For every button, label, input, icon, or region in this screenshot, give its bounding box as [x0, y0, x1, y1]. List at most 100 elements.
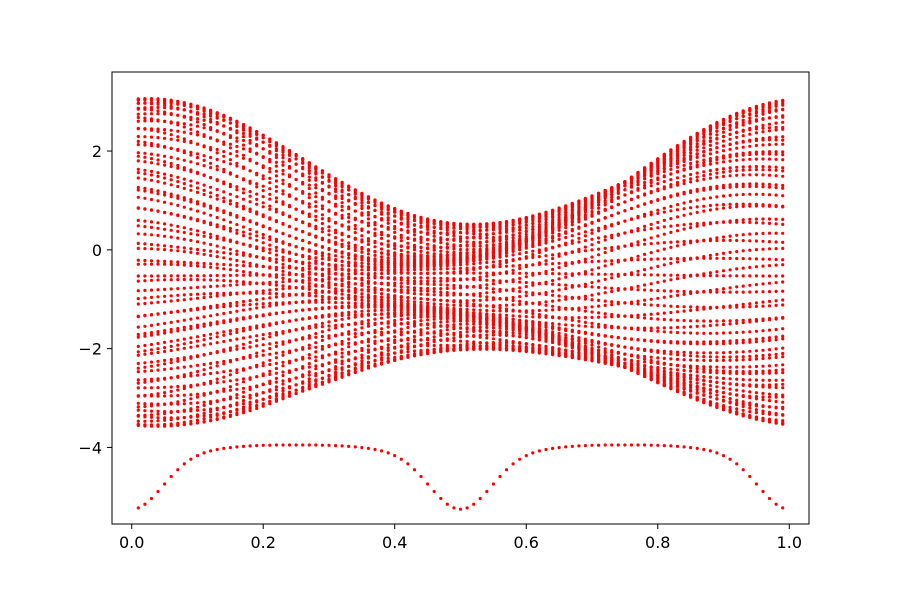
data-point — [182, 226, 186, 230]
data-point — [380, 330, 384, 334]
data-point — [537, 349, 542, 353]
data-point — [531, 321, 535, 325]
data-point — [426, 305, 430, 310]
data-point — [156, 332, 160, 336]
data-point — [412, 292, 417, 296]
data-point — [412, 338, 417, 342]
data-point — [314, 443, 318, 447]
data-point — [590, 248, 594, 252]
data-point — [465, 310, 469, 314]
data-point — [281, 153, 285, 157]
data-point — [478, 496, 482, 501]
data-point — [169, 228, 173, 232]
data-point — [301, 317, 305, 321]
data-point — [597, 211, 601, 215]
data-point — [360, 359, 364, 363]
data-point — [334, 194, 338, 198]
data-point — [439, 249, 443, 253]
data-point — [465, 339, 469, 344]
data-point — [544, 247, 548, 251]
data-point — [347, 330, 351, 334]
data-point — [643, 339, 647, 343]
data-point — [274, 229, 278, 233]
data-point — [373, 339, 377, 343]
data-point — [393, 338, 397, 342]
data-point — [156, 402, 160, 406]
data-point — [241, 377, 246, 381]
data-point — [557, 213, 561, 217]
data-point — [393, 230, 397, 234]
data-point — [524, 315, 528, 319]
data-point — [320, 262, 324, 266]
data-point — [274, 160, 278, 164]
data-point — [222, 150, 226, 154]
data-point — [564, 263, 568, 268]
data-point — [228, 397, 232, 401]
data-point — [564, 208, 568, 212]
data-point — [504, 227, 509, 231]
data-point — [294, 169, 298, 173]
data-point — [373, 295, 377, 299]
data-point — [268, 192, 272, 196]
data-point — [380, 288, 384, 292]
data-point — [426, 254, 430, 258]
data-point — [248, 194, 252, 198]
data-point — [182, 423, 186, 427]
data-point — [143, 349, 147, 353]
data-point — [261, 297, 265, 301]
data-point — [465, 327, 469, 331]
data-point — [281, 379, 285, 383]
data-point — [281, 284, 285, 288]
data-point — [419, 276, 423, 280]
data-point — [248, 355, 252, 359]
data-point — [163, 362, 167, 366]
data-point — [518, 228, 522, 232]
data-point — [380, 276, 384, 280]
data-point — [498, 324, 502, 328]
data-point — [281, 241, 285, 245]
data-point — [643, 202, 647, 206]
data-point — [176, 123, 180, 127]
data-point — [274, 249, 278, 253]
data-point — [261, 147, 265, 151]
data-point — [504, 221, 509, 225]
data-point — [452, 267, 456, 271]
data-point — [261, 291, 265, 295]
data-point — [261, 256, 265, 260]
data-point — [406, 316, 410, 321]
data-point — [215, 399, 219, 403]
data-point — [511, 223, 515, 227]
data-point — [393, 214, 397, 218]
data-point — [485, 232, 489, 236]
data-point — [380, 353, 384, 357]
data-point — [518, 302, 522, 306]
data-point — [380, 204, 384, 208]
data-point — [241, 380, 246, 384]
data-point — [511, 239, 515, 243]
data-point — [235, 411, 239, 415]
data-point — [616, 287, 620, 291]
data-point — [327, 192, 331, 196]
data-point — [222, 160, 226, 164]
data-point — [149, 394, 154, 398]
data-point — [235, 144, 239, 149]
data-point — [281, 273, 285, 277]
data-point — [156, 363, 160, 367]
data-point — [583, 257, 588, 261]
data-point — [406, 347, 410, 351]
data-point — [478, 328, 482, 332]
data-point — [610, 355, 614, 360]
data-point — [551, 256, 555, 261]
data-point — [380, 242, 384, 246]
data-point — [583, 217, 588, 221]
data-point — [491, 314, 495, 318]
data-point — [215, 447, 219, 452]
data-point — [360, 298, 364, 302]
data-point — [235, 161, 239, 165]
data-point — [570, 272, 574, 276]
data-point — [176, 229, 180, 233]
data-point — [163, 391, 167, 395]
data-point — [353, 349, 357, 353]
data-point — [222, 311, 226, 316]
data-point — [314, 272, 318, 276]
